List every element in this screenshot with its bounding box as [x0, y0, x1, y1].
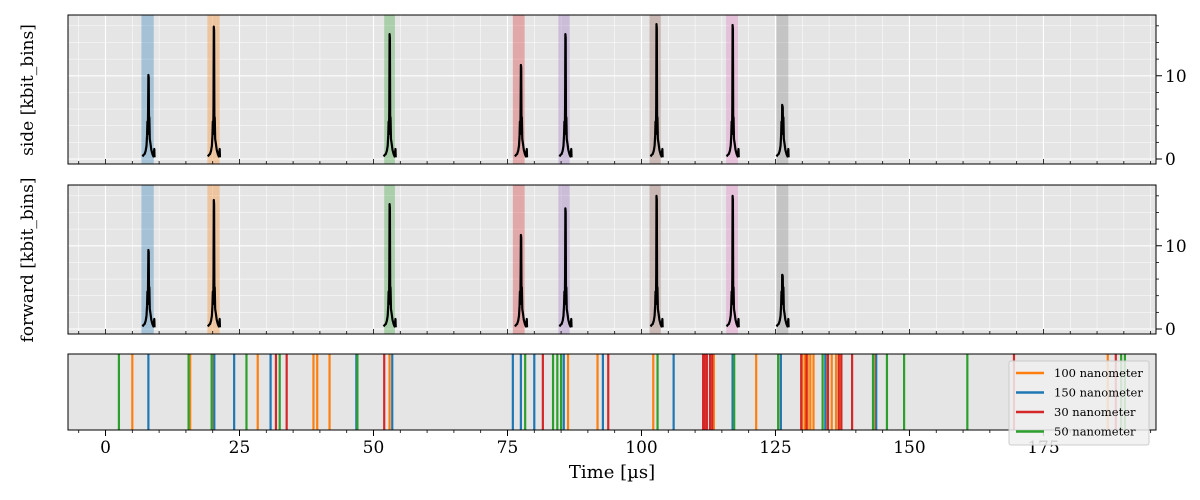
trace-peak	[206, 198, 222, 328]
panel-events-xticks: 0 25 50 75 100 125 150 175	[78, 430, 1152, 458]
x-tick-label: 50	[363, 438, 385, 458]
y-tick-label: 0	[1165, 150, 1176, 170]
panel-side-background	[68, 15, 1156, 164]
trace-peak	[514, 233, 529, 328]
trace-peak	[382, 203, 397, 328]
x-axis-label: Time [µs]	[569, 462, 655, 483]
panel-events-lines	[117, 354, 1127, 430]
trace-peak	[725, 23, 740, 158]
panel-side: 0 10 side [kbit_bins]	[18, 14, 1187, 170]
panel-events: 0 25 50 75 100 125 150 175 Time [µs] 100 nanome…	[67, 353, 1157, 483]
y-tick-label: 0	[1165, 320, 1176, 340]
x-tick-label: 25	[229, 438, 251, 458]
x-tick-label: 125	[759, 438, 791, 458]
trace-peak	[382, 33, 397, 158]
shaded-region	[558, 15, 570, 164]
y-tick-label: 10	[1165, 67, 1187, 87]
trace-peak	[558, 207, 573, 328]
trace-peak	[206, 25, 222, 158]
x-tick-label: 150	[893, 438, 925, 458]
panel-side-ylabel: side [kbit_bins]	[18, 24, 38, 156]
panel-forward-background	[68, 185, 1156, 334]
trace-peak	[649, 194, 664, 328]
shaded-region	[776, 15, 789, 164]
shaded-region	[512, 15, 525, 164]
x-tick-label: 0	[100, 438, 111, 458]
trace-peak	[558, 33, 573, 158]
trace-peak	[775, 273, 790, 328]
y-tick-label: 10	[1165, 237, 1187, 257]
trace-peak	[141, 248, 156, 328]
panel-forward-traces	[141, 194, 790, 328]
legend-label: 30 nanometer	[1054, 405, 1136, 419]
panel-side-traces	[141, 23, 790, 158]
trace-peak	[775, 103, 790, 158]
legend-label: 50 nanometer	[1054, 425, 1136, 439]
panel-side-frame	[67, 14, 1157, 165]
panel-events-background	[68, 354, 1156, 430]
shaded-region	[512, 185, 525, 334]
legend: 100 nanometer 150 nanometer 30 nanometer 50…	[1008, 360, 1150, 446]
legend-label: 100 nanometer	[1054, 366, 1143, 380]
x-tick-label: 100	[625, 438, 657, 458]
trace-peak	[141, 73, 156, 158]
shaded-region	[558, 185, 570, 334]
panel-forward-grid	[68, 185, 1156, 334]
legend-box	[1008, 360, 1150, 446]
x-tick-label: 75	[497, 438, 519, 458]
trace-peak	[649, 23, 664, 158]
panel-forward-ticks: 0 10	[78, 195, 1187, 340]
panel-forward-frame	[67, 184, 1157, 335]
legend-items: 100 nanometer 150 nanometer 30 nanometer 50…	[1016, 366, 1143, 439]
legend-label: 150 nanometer	[1054, 386, 1143, 400]
trace-peak	[725, 194, 740, 328]
shaded-region	[776, 185, 789, 334]
panel-forward: 0 10 forward [kbit_bins]	[18, 178, 1187, 343]
trace-peak	[514, 63, 529, 158]
shaded-region	[649, 15, 661, 164]
panel-forward-ylabel: forward [kbit_bins]	[18, 178, 38, 343]
shaded-region	[649, 185, 661, 334]
panel-events-frame	[67, 353, 1157, 431]
